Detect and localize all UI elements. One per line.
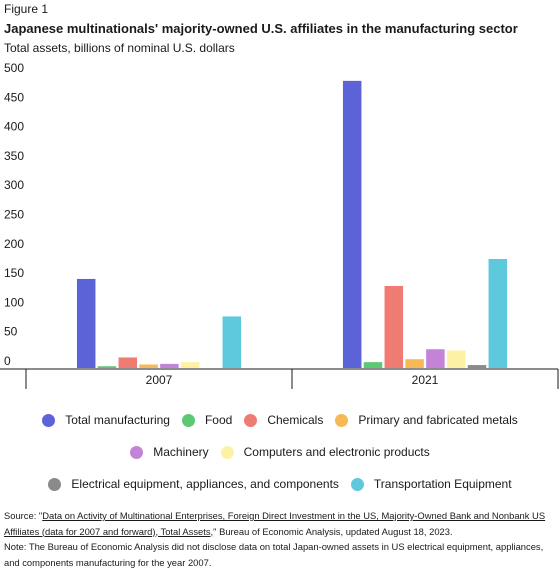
bar	[467, 365, 487, 368]
x-tick-label: 2021	[412, 373, 439, 387]
legend-swatch	[181, 413, 195, 427]
chart-subtitle: Total assets, billions of nominal U.S. d…	[4, 41, 235, 55]
legend-label: Primary and fabricated metals	[358, 413, 518, 427]
bar	[97, 366, 117, 368]
bar	[426, 349, 445, 368]
figure-label: Figure 1	[4, 2, 49, 16]
legend-swatch	[335, 413, 349, 427]
legend-row: Machinery Computers and electronic produc…	[0, 445, 560, 459]
y-tick-label: 50	[4, 325, 18, 339]
bar	[139, 364, 158, 368]
legend-row: Electrical equipment, appliances, and co…	[0, 477, 560, 491]
y-tick-label: 150	[4, 266, 24, 280]
y-tick-label: 0	[4, 354, 11, 368]
bar	[446, 350, 466, 368]
y-tick-label: 300	[4, 178, 24, 192]
y-tick-label: 500	[4, 61, 24, 75]
legend-swatch	[48, 477, 62, 491]
y-tick-label: 350	[4, 149, 24, 163]
y-tick-label: 100	[4, 295, 24, 309]
bar	[76, 278, 96, 368]
bar-chart: 0 50 100 150 200 250 300 350 400 450 500 2007 2021	[0, 61, 559, 389]
y-axis: 0 50 100 150 200 250 300 350 400 450 500	[4, 61, 24, 368]
legend-item: Food	[181, 413, 233, 427]
source-suffix: " Bureau of Economic Analysis, updated A…	[213, 525, 453, 537]
legend-swatch	[220, 445, 234, 459]
bar	[222, 316, 242, 368]
legend-swatch	[42, 413, 56, 427]
source-prefix: Source: "	[4, 510, 43, 521]
x-axis: 2007 2021	[0, 368, 559, 389]
y-tick-label: 450	[4, 90, 24, 104]
legend-item: Transportation Equipment	[350, 477, 512, 491]
y-tick-label: 400	[4, 120, 24, 134]
legend-label: Total manufacturing	[65, 413, 170, 427]
bars	[76, 80, 508, 369]
source-note: Source: "Data on Activity of Multination…	[4, 508, 556, 570]
legend-swatch	[244, 413, 258, 427]
legend-label: Chemicals	[267, 413, 324, 427]
bar	[342, 80, 362, 369]
bar	[118, 357, 138, 368]
bar	[405, 359, 424, 368]
chart-title: Japanese multinationals' majority-owned …	[4, 21, 518, 36]
legend-item: Chemicals	[244, 413, 323, 427]
bar	[488, 259, 508, 368]
legend-item: Machinery	[130, 445, 209, 459]
bar	[180, 362, 200, 368]
y-tick-label: 200	[4, 237, 24, 251]
legend-swatch	[350, 477, 364, 491]
legend-row: Total manufacturing Food Chemicals Primary …	[0, 413, 560, 427]
bar	[160, 363, 179, 368]
y-tick-label: 250	[4, 208, 24, 222]
bar	[363, 362, 383, 368]
x-tick-label: 2007	[146, 373, 173, 387]
bar	[384, 285, 404, 368]
note-text: Note: The Bureau of Economic Analysis di…	[4, 541, 544, 568]
legend-item: Total manufacturing	[42, 413, 170, 427]
legend-item: Electrical equipment, appliances, and co…	[48, 477, 339, 491]
source-link[interactable]: Data on Activity of Multinational Enterp…	[4, 510, 546, 537]
legend-label: Computers and electronic products	[243, 445, 430, 459]
legend-item: Computers and electronic products	[220, 445, 430, 459]
legend-label: Transportation Equipment	[373, 477, 512, 491]
legend-item: Primary and fabricated metals	[335, 413, 518, 427]
legend-label: Electrical equipment, appliances, and co…	[71, 477, 339, 491]
legend-label: Machinery	[153, 445, 209, 459]
legend-label: Food	[204, 413, 233, 427]
legend-swatch	[130, 445, 144, 459]
